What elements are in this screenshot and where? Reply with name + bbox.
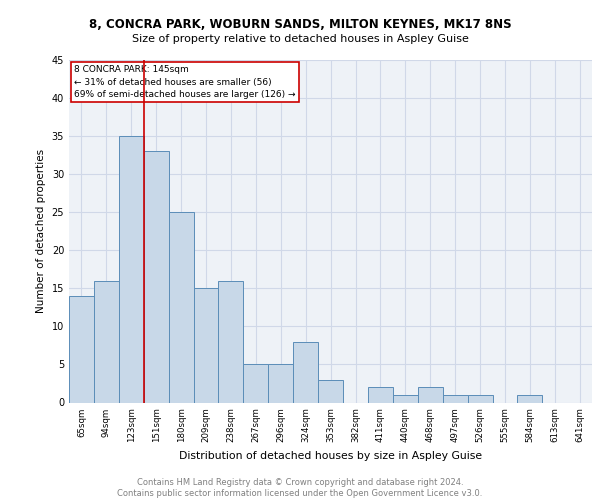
Bar xyxy=(69,296,94,403)
Y-axis label: Number of detached properties: Number of detached properties xyxy=(36,149,46,314)
X-axis label: Distribution of detached houses by size in Aspley Guise: Distribution of detached houses by size … xyxy=(179,450,482,460)
Text: 8, CONCRA PARK, WOBURN SANDS, MILTON KEYNES, MK17 8NS: 8, CONCRA PARK, WOBURN SANDS, MILTON KEY… xyxy=(89,18,511,30)
Bar xyxy=(268,364,293,403)
Bar xyxy=(393,395,418,402)
Bar xyxy=(517,395,542,402)
Bar xyxy=(418,388,443,402)
Bar xyxy=(194,288,218,403)
Bar xyxy=(467,395,493,402)
Text: Contains HM Land Registry data © Crown copyright and database right 2024.
Contai: Contains HM Land Registry data © Crown c… xyxy=(118,478,482,498)
Bar xyxy=(144,152,169,402)
Bar xyxy=(293,342,318,402)
Bar xyxy=(443,395,467,402)
Bar xyxy=(368,388,393,402)
Bar xyxy=(218,280,244,402)
Text: Size of property relative to detached houses in Aspley Guise: Size of property relative to detached ho… xyxy=(131,34,469,43)
Text: 8 CONCRA PARK: 145sqm
← 31% of detached houses are smaller (56)
69% of semi-deta: 8 CONCRA PARK: 145sqm ← 31% of detached … xyxy=(74,65,296,99)
Bar xyxy=(318,380,343,402)
Bar xyxy=(119,136,144,402)
Bar xyxy=(169,212,194,402)
Bar xyxy=(244,364,268,403)
Bar xyxy=(94,280,119,402)
